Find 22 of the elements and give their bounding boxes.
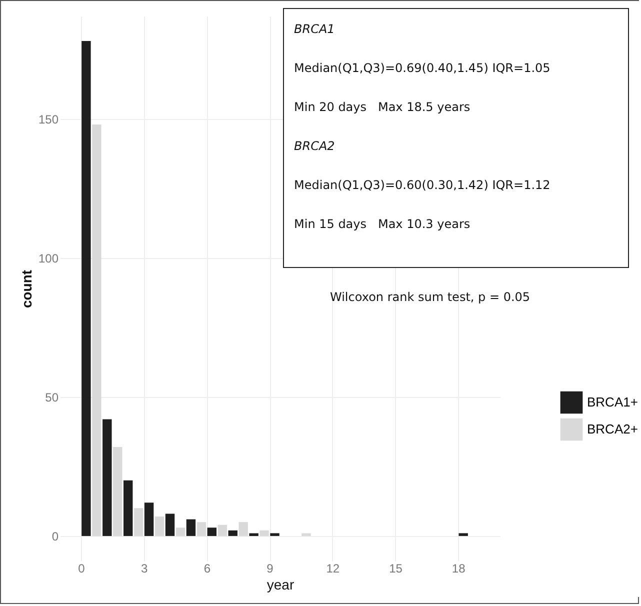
annotation: Min 20 days Max 18.5 years bbox=[294, 100, 470, 114]
y-tick-label: 50 bbox=[45, 390, 59, 404]
x-tick-label: 3 bbox=[140, 562, 148, 576]
annotation: Min 15 days Max 10.3 years bbox=[294, 217, 470, 231]
x-tick-label: 9 bbox=[266, 562, 274, 576]
x-tick-label: 6 bbox=[204, 562, 211, 576]
legend-label: BRCA2+ bbox=[587, 422, 638, 436]
annotation: Wilcoxon rank sum test, p = 0.05 bbox=[330, 290, 530, 304]
annotation: BRCA1 bbox=[294, 22, 335, 36]
x-axis-title: year bbox=[266, 576, 294, 592]
annotation: Median(Q1,Q3)=0.69(0.40,1.45) IQR=1.05 bbox=[294, 61, 550, 75]
legend-label: BRCA1+ bbox=[587, 394, 638, 410]
annotation: Median(Q1,Q3)=0.60(0.30,1.42) IQR=1.12 bbox=[294, 178, 550, 192]
annotation: BRCA2 bbox=[294, 139, 335, 153]
y-tick-label: 100 bbox=[38, 251, 59, 266]
y-axis-title: count bbox=[18, 270, 34, 308]
x-tick-label: 18 bbox=[452, 562, 466, 576]
x-tick-label: 0 bbox=[78, 562, 86, 576]
y-tick-label: 150 bbox=[38, 112, 59, 126]
x-tick-label: 15 bbox=[389, 562, 403, 576]
y-tick-label: 0 bbox=[52, 529, 59, 544]
x-tick-label: 12 bbox=[326, 562, 340, 576]
